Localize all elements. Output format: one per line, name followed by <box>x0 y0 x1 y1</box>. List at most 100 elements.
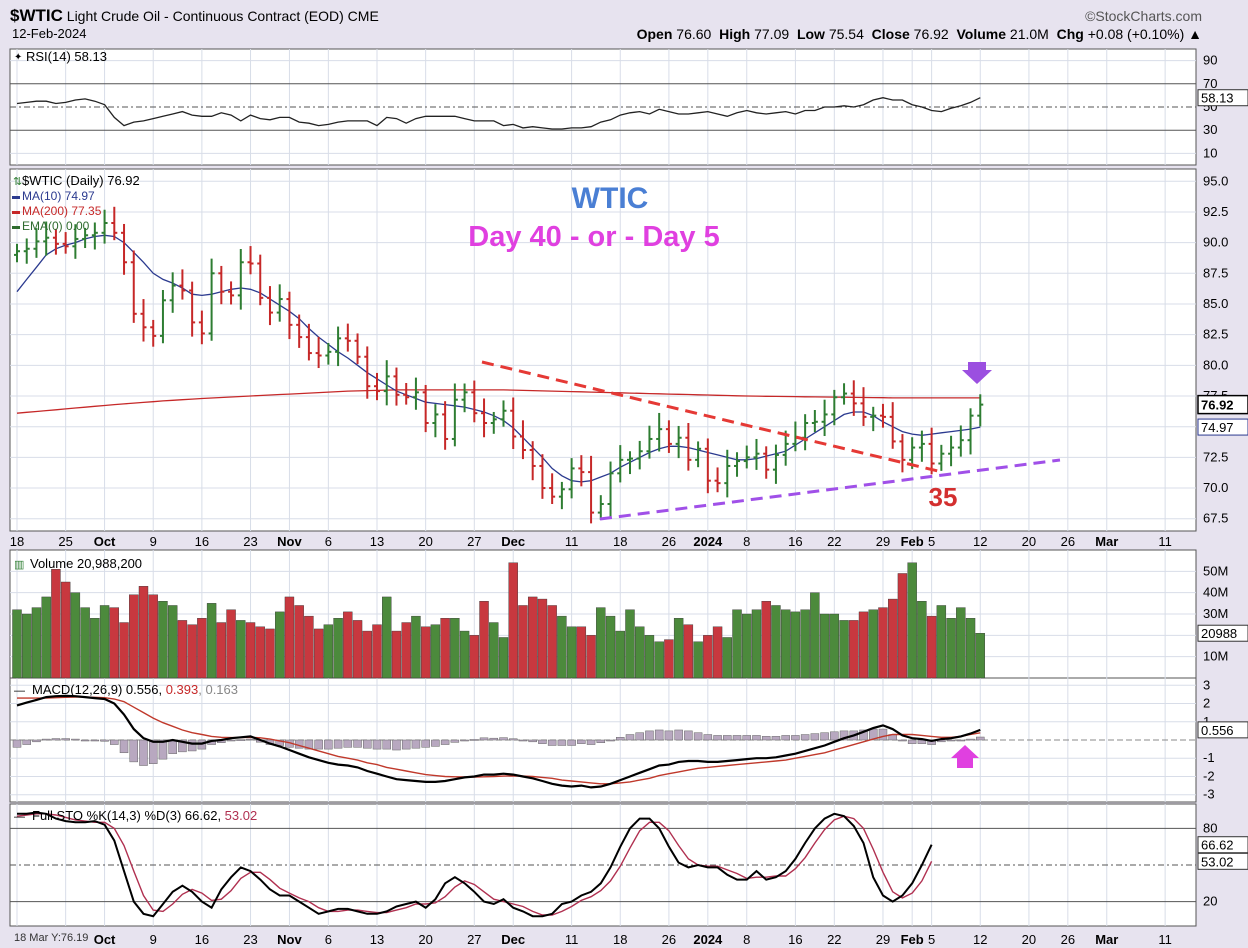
volume-bar <box>839 620 849 679</box>
price-bar <box>821 399 828 437</box>
chart-marks <box>12 97 1061 918</box>
macd-histogram-bar <box>771 736 781 741</box>
price-bar <box>510 397 517 450</box>
volume-bar <box>489 622 499 679</box>
x-tick-label: 13 <box>370 534 384 549</box>
x-tick-label: 5 <box>928 534 935 549</box>
volume-bar <box>479 601 489 679</box>
price-bar <box>237 249 244 310</box>
source-credit: ©StockCharts.com <box>1085 8 1202 24</box>
macd-histogram-bar <box>528 739 537 743</box>
price-bar <box>568 458 575 499</box>
price-bar <box>198 310 205 345</box>
macd-histogram-bar <box>431 739 440 747</box>
price-bar <box>675 425 682 459</box>
macd-histogram-bar <box>411 739 421 749</box>
price-bar <box>228 281 235 305</box>
x-tick-label: 8 <box>743 534 750 549</box>
x-tick-label: 27 <box>467 534 481 549</box>
macd-histogram-bar <box>742 735 751 741</box>
x-tick-label: 16 <box>195 534 209 549</box>
volume-bar <box>576 626 587 679</box>
price-bar <box>607 461 614 517</box>
stoch-d-value-label: 53.02 <box>1201 854 1234 869</box>
macd-histogram-bar <box>100 739 109 742</box>
macd-histogram-bar <box>61 738 70 741</box>
x-tick-label-bottom: 29 <box>876 932 890 947</box>
volume-value-box <box>1197 624 1248 642</box>
volume-bar <box>304 615 314 679</box>
volume-bar <box>732 609 742 679</box>
last-close-label: 76.92 <box>1201 398 1234 413</box>
volume-bar <box>119 622 129 679</box>
macd-histogram-bar <box>470 739 479 741</box>
macd-histogram-bar <box>363 739 372 749</box>
macd-histogram-bar <box>508 738 518 741</box>
volume-bar <box>800 609 810 679</box>
volume-bar <box>537 598 548 679</box>
price-bar <box>529 441 536 481</box>
y-tick-label: 2 <box>1203 696 1210 711</box>
macd-histogram-bar <box>450 739 460 743</box>
volume-bar <box>313 628 324 679</box>
macd-histogram-bar <box>139 739 148 766</box>
x-tick-label-bottom: 18 <box>613 932 627 947</box>
volume-bar <box>333 618 343 679</box>
macd-histogram-bar <box>732 735 742 741</box>
volume-bar <box>557 615 567 679</box>
macd-histogram-bar <box>324 739 333 750</box>
y-tick-label: 87.5 <box>1203 265 1228 280</box>
price-bar <box>490 411 497 434</box>
price-bar <box>714 467 721 493</box>
volume-bar <box>99 605 110 679</box>
price-bar <box>432 404 439 438</box>
macd-histogram-bar <box>401 739 411 750</box>
x-tick-label-bottom: 9 <box>150 932 157 947</box>
x-tick-label: 6 <box>325 534 332 549</box>
macd-histogram-bar <box>22 739 31 745</box>
x-tick-label-bottom: Feb <box>901 932 924 947</box>
macd-histogram-bar <box>489 737 499 741</box>
volume-bar <box>265 628 275 679</box>
price-bar <box>685 423 692 471</box>
price-bar <box>101 209 108 244</box>
volume-bar <box>625 609 635 679</box>
price-bar <box>374 372 381 401</box>
support-trendline <box>599 458 1061 521</box>
macd-histogram-bar <box>80 739 90 742</box>
price-legend: $WTIC (Daily) 76.92 <box>22 173 140 188</box>
close-value: 76.92 <box>913 26 949 42</box>
price-bar <box>539 454 546 499</box>
macd-histogram-bar <box>90 739 100 742</box>
price-bar <box>286 291 293 340</box>
ma200-swatch <box>12 211 20 214</box>
macd-histogram-bar <box>606 739 615 742</box>
x-tick-label-bottom: Mar <box>1095 932 1118 947</box>
volume-bar <box>138 586 149 679</box>
macd-histogram-bar <box>178 739 187 753</box>
volume-bar <box>245 622 256 679</box>
macd-legend-main: MACD(12,26,9) 0.556, <box>32 682 166 697</box>
volume-bar <box>275 611 285 679</box>
macd-histogram-bar <box>781 735 790 741</box>
ma10-line <box>16 234 981 483</box>
price-bar <box>811 410 818 433</box>
volume-bar <box>372 624 382 679</box>
stoch-legend: Full STO %K(14,3) %D(3) 66.62, 53.02 <box>32 808 257 823</box>
macd-histogram-bar <box>810 733 820 741</box>
price-bar <box>354 333 361 365</box>
volume-bar <box>771 605 781 679</box>
volume-bar <box>216 622 227 679</box>
annotation-count: 35 <box>929 482 958 512</box>
macd-line <box>16 694 981 789</box>
volume-bar <box>440 618 450 679</box>
macd-histogram-bar <box>898 739 907 742</box>
price-bar <box>948 435 955 467</box>
macd-histogram-bar <box>421 739 430 748</box>
macd-histogram-bar <box>830 731 839 741</box>
ma10-legend: MA(10) 74.97 <box>22 189 95 203</box>
y-tick-label: 80.0 <box>1203 357 1228 372</box>
exchange: CME <box>347 8 379 24</box>
volume-bar <box>391 630 402 679</box>
volume-bar <box>109 607 120 679</box>
